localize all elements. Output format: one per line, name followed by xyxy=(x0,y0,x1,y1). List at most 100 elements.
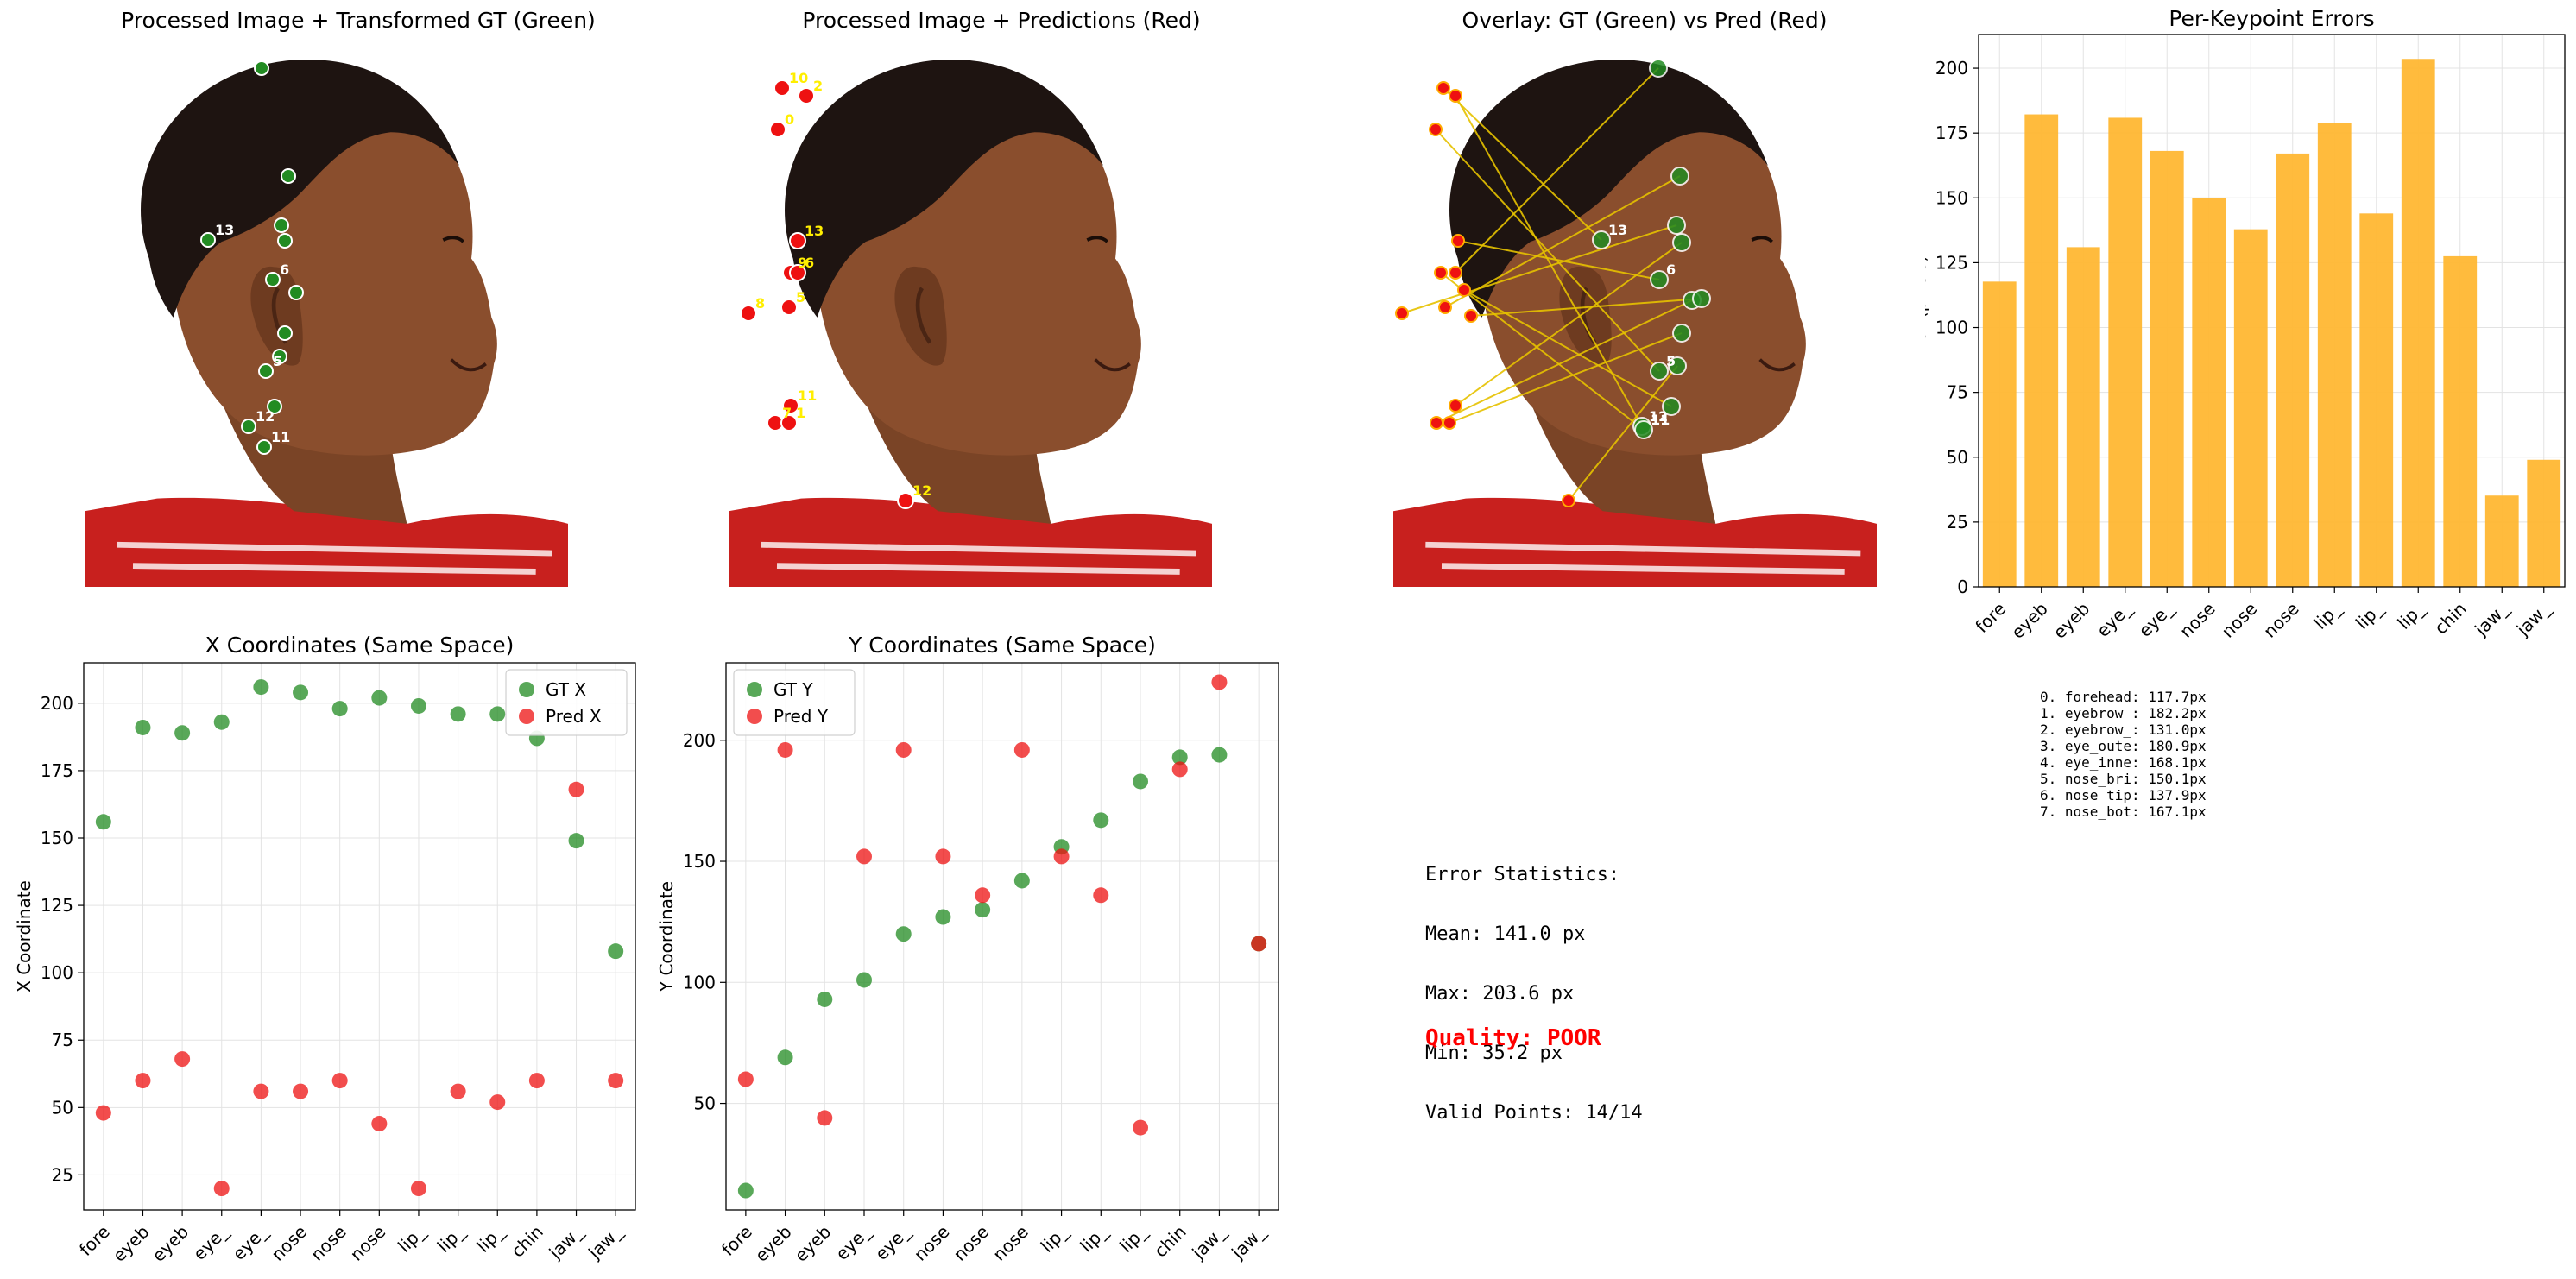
error-line xyxy=(1455,242,1683,406)
pred-point xyxy=(1133,1119,1148,1136)
gt-point xyxy=(371,690,388,706)
x-tick-label: eye_ xyxy=(831,1220,875,1264)
pred-keypoint xyxy=(782,397,799,414)
pred-point xyxy=(1093,887,1109,904)
pred-point xyxy=(1211,674,1228,690)
per-keypoint-error-chart: Per-Keypoint Errors 0 25 50 75 100 125 150 175 20… xyxy=(1925,6,2566,643)
keypoint-label: 2 xyxy=(813,78,823,94)
x-tick-label: jaw_ xyxy=(1188,1220,1231,1263)
x-tick-label: eye_ xyxy=(2093,597,2137,641)
error-line xyxy=(1455,95,1643,427)
gt-keypoint xyxy=(281,168,296,184)
gt-point xyxy=(174,725,191,741)
gt-panel-title: Processed Image + Transformed GT (Green) xyxy=(121,8,596,33)
error-line xyxy=(1443,87,1602,241)
pred-point xyxy=(608,1073,624,1089)
error-statistics: Error Statistics: Mean: 141.0 px Max: 20… xyxy=(1425,825,1643,1143)
legend-marker xyxy=(747,709,762,724)
stats-valid-points: Valid Points: 14/14 xyxy=(1425,1102,1643,1124)
pred-keypoint xyxy=(1457,283,1471,297)
keypoint-label: 7 xyxy=(782,405,792,421)
gt-keypoint xyxy=(1692,289,1711,308)
legend-label: Pred X xyxy=(546,706,602,727)
plot-frame xyxy=(83,662,636,1211)
error-line xyxy=(1440,272,1645,431)
pred-point xyxy=(737,1071,754,1087)
y-tick-label: 125 xyxy=(1935,252,1968,273)
pred-keypoint xyxy=(1434,266,1448,280)
x-tick-label: nose xyxy=(2259,598,2303,642)
x-tick-label: fore xyxy=(75,1221,114,1260)
overlay-keypoint-layer: 13 12 5 6 11 xyxy=(1395,59,1711,507)
y-tick-label: 25 xyxy=(52,1164,73,1185)
error-list: 0. forehead: 117.7px 1. eyebrow_: 182.2p… xyxy=(2040,689,2207,820)
stats-mean: Mean: 141.0 px xyxy=(1425,923,1586,945)
keypoint-label: 12 xyxy=(256,408,275,425)
gt-point xyxy=(253,679,269,696)
error-bar xyxy=(2276,153,2310,587)
gt-keypoint xyxy=(1672,324,1691,343)
gt-photo-panel: 13 12 5 6 11 xyxy=(85,40,568,587)
x-tick-label: lip_ xyxy=(2309,597,2346,633)
pred-keypoint xyxy=(1449,89,1462,103)
legend-label: Pred Y xyxy=(773,706,829,727)
gt-keypoint xyxy=(1650,362,1669,381)
gt-keypoint xyxy=(1634,420,1653,439)
pred-point xyxy=(1251,936,1267,952)
pred-keypoint xyxy=(789,264,806,281)
keypoint-label: 10 xyxy=(789,70,808,86)
gt-keypoint xyxy=(1668,356,1687,375)
pred-keypoint xyxy=(897,492,914,509)
pred-point xyxy=(489,1094,506,1111)
error-list-item: 6. nose_tip: 137.9px xyxy=(2040,787,2207,803)
x-coordinates-chart: X Coordinates (Same Space) 25 50 75 100 125 15… xyxy=(14,633,636,1266)
pred-keypoint xyxy=(780,414,798,432)
keypoint-label: 11 xyxy=(798,387,817,404)
gt-point xyxy=(1133,773,1148,790)
gt-point xyxy=(935,909,951,925)
x-tick-label: eyeb xyxy=(2049,598,2094,643)
x-tick-label: lip_ xyxy=(394,1220,430,1257)
y-tick-label: 150 xyxy=(683,851,716,872)
error-line xyxy=(1401,224,1677,314)
error-line xyxy=(1470,298,1702,317)
x-tick-label: nose xyxy=(306,1221,350,1265)
pred-point xyxy=(174,1051,191,1068)
legend-label: GT X xyxy=(546,679,586,700)
x-tick-label: jaw_ xyxy=(1227,1220,1270,1263)
pred-point xyxy=(1171,761,1188,778)
gt-keypoint xyxy=(267,399,282,414)
pred-point xyxy=(371,1116,388,1132)
error-line xyxy=(1436,299,1693,424)
legend-box xyxy=(505,669,628,736)
gt-keypoint xyxy=(1672,233,1691,252)
y-coordinates-chart: Y Coordinates (Same Space) 50 100 150 200 for… xyxy=(656,633,1279,1266)
gt-point xyxy=(293,684,309,701)
error-bar xyxy=(2192,197,2226,587)
y-tick-label: 175 xyxy=(41,760,73,781)
keypoint-label: 9 xyxy=(798,255,807,271)
pred-point xyxy=(213,1181,230,1197)
keypoint-label: 11 xyxy=(1651,412,1670,428)
keypoint-label: 5 xyxy=(1666,353,1676,369)
gt-keypoint xyxy=(1667,216,1686,235)
chart-title: Per-Keypoint Errors xyxy=(2169,6,2374,31)
stats-min: Min: 35.2 px xyxy=(1425,1043,1563,1064)
pred-keypoint xyxy=(1562,494,1575,507)
gt-point xyxy=(135,719,151,735)
error-bar xyxy=(2150,150,2184,587)
error-line xyxy=(1449,332,1683,424)
keypoint-label: 13 xyxy=(1608,222,1627,238)
gt-point xyxy=(895,926,912,942)
pred-keypoint xyxy=(1449,399,1462,413)
keypoint-label: 13 xyxy=(215,222,234,238)
quality-label: Quality: POOR xyxy=(1425,1025,1601,1051)
pred-point xyxy=(450,1083,466,1099)
y-tick-label: 50 xyxy=(694,1093,716,1114)
error-line xyxy=(1457,240,1660,280)
pred-point xyxy=(410,1181,426,1197)
x-tick-label: jaw_ xyxy=(2470,597,2513,640)
x-tick-label: eyeb xyxy=(2007,598,2052,643)
gt-point xyxy=(817,991,833,1007)
keypoint-label: 13 xyxy=(805,223,824,239)
